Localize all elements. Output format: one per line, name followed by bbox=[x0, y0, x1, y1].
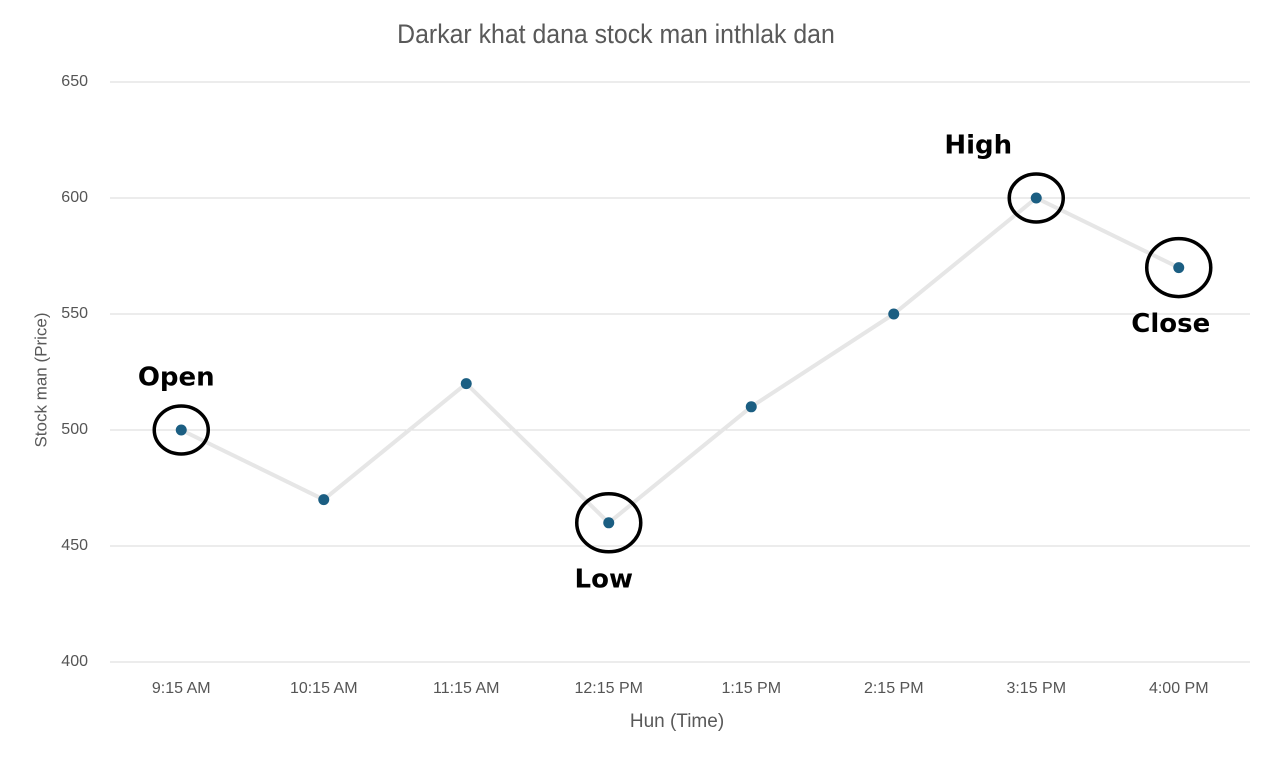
point bbox=[603, 517, 615, 529]
x-tick-label: 9:15 AM bbox=[152, 680, 211, 697]
point bbox=[460, 378, 472, 390]
line bbox=[180, 195, 1180, 526]
y-tick-label: 500 bbox=[61, 421, 88, 438]
y-tick-label: 450 bbox=[61, 537, 88, 554]
x-tick-label: 2:15 PM bbox=[864, 680, 924, 697]
annotation-label: Close bbox=[1131, 309, 1210, 339]
point bbox=[745, 401, 757, 413]
annotation-circle bbox=[1007, 172, 1065, 224]
x-tick-label: 11:15 AM bbox=[433, 680, 499, 697]
annotation-circle bbox=[575, 492, 643, 554]
point bbox=[888, 308, 900, 320]
y-axis-label: Stock man (Price) bbox=[31, 312, 50, 447]
point bbox=[1173, 262, 1185, 274]
point bbox=[318, 494, 330, 506]
x-tick-label: 12:15 PM bbox=[575, 680, 643, 697]
x-tick-label: 1:15 PM bbox=[721, 680, 781, 697]
x-axis-label: Hun (Time) bbox=[630, 711, 724, 732]
x-tick-label: 10:15 AM bbox=[290, 680, 358, 697]
x-tick-label: 3:15 PM bbox=[1006, 680, 1066, 697]
chart-title: Darkar khat dana stock man inthlak dan bbox=[397, 20, 835, 49]
y-tick-label: 650 bbox=[61, 73, 88, 90]
point bbox=[175, 424, 187, 436]
x-tick-label: 4:00 PM bbox=[1149, 680, 1209, 697]
y-tick-label: 400 bbox=[61, 653, 88, 670]
y-tick-label: 550 bbox=[61, 305, 88, 322]
annotation-label: High bbox=[944, 131, 1012, 161]
annotation-label: Low bbox=[575, 564, 633, 594]
point bbox=[1030, 192, 1042, 204]
y-tick-label: 600 bbox=[61, 189, 88, 206]
annotation-circle bbox=[152, 404, 210, 456]
annotation-label: Open bbox=[138, 363, 215, 393]
annotation-circle bbox=[1145, 236, 1213, 299]
